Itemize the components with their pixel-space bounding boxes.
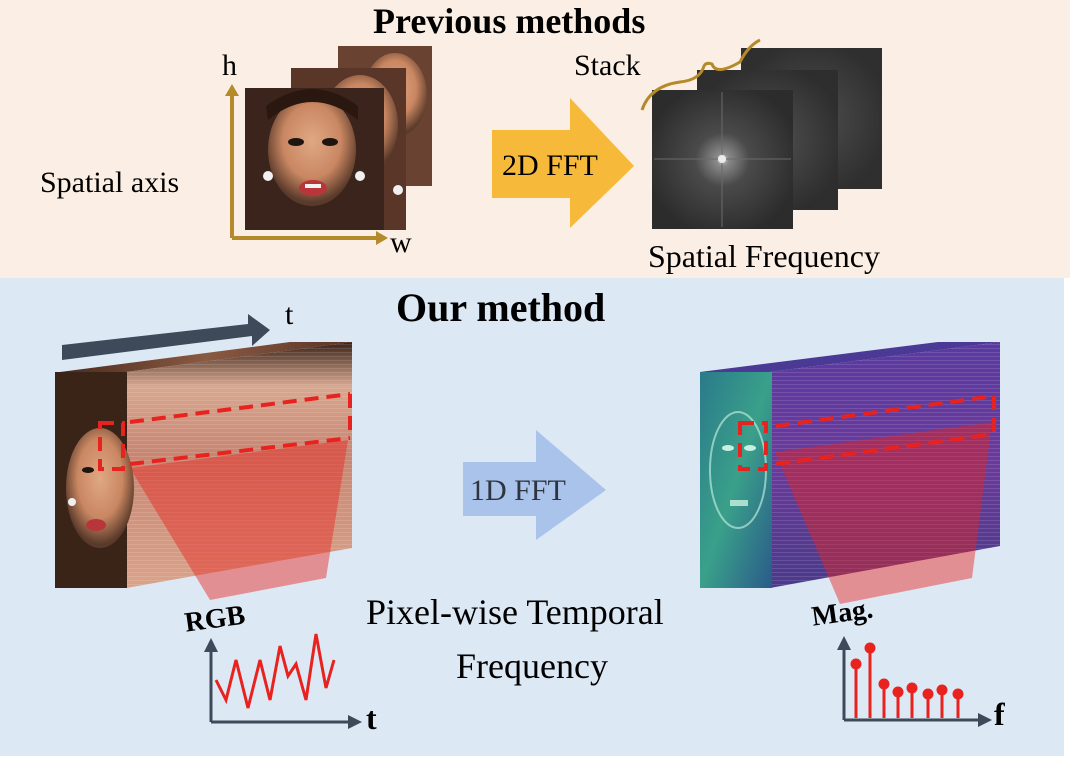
video-cube-icon (55, 342, 352, 588)
mag-axis-label: f (994, 696, 1005, 732)
spatial-frequency-label: Spatial Frequency (648, 238, 880, 274)
spectrum-stack (652, 48, 882, 229)
rgb-projection (130, 440, 348, 600)
rgb-signal-chart-icon (204, 633, 362, 729)
axis-w-label: w (390, 226, 412, 259)
spectrum-image-icon (652, 90, 793, 229)
stack-label: Stack (574, 49, 641, 82)
fft-1d-arrow (463, 430, 606, 540)
axis-h-label: h (222, 49, 237, 82)
face-stack (245, 46, 432, 230)
magnitude-stem-chart-icon (837, 636, 992, 727)
face-image-icon (245, 88, 384, 230)
axis-h-arrowhead (225, 84, 239, 96)
time-arrow (62, 314, 270, 360)
fft-2d-arrow (492, 98, 634, 228)
rgb-axis-label: t (366, 700, 377, 736)
axis-w-arrowhead (376, 231, 388, 245)
fft-2d-label: 2D FFT (502, 149, 598, 182)
rgb-roi-box (98, 392, 352, 471)
caption-line2: Frequency (456, 646, 608, 686)
caption-line1: Pixel-wise Temporal (366, 592, 664, 632)
magnitude-roi-box (738, 394, 996, 471)
stack-brace (640, 38, 761, 111)
spatial-axes (230, 92, 378, 240)
fft-1d-label: 1D FFT (470, 474, 566, 507)
our-method-title: Our method (396, 285, 606, 330)
time-label: t (285, 298, 294, 331)
frequency-cube-icon (700, 342, 1000, 588)
magnitude-projection (775, 422, 992, 604)
previous-methods-title: Previous methods (373, 1, 646, 41)
spatial-axis-label: Spatial axis (40, 166, 180, 199)
